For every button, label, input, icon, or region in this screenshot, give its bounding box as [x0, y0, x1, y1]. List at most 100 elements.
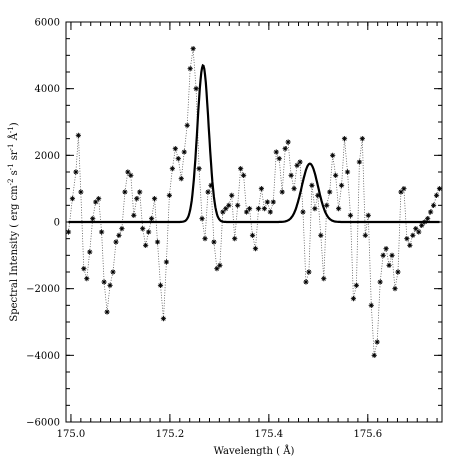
- data-point: [151, 196, 158, 202]
- data-point: [336, 206, 342, 212]
- data-point: [128, 172, 134, 178]
- data-point: [69, 196, 76, 202]
- data-point: [353, 282, 360, 288]
- data-point: [226, 202, 232, 208]
- data-point: [410, 232, 416, 238]
- x-tick-label: 175.6: [353, 429, 382, 440]
- data-point: [374, 339, 380, 345]
- data-point: [288, 172, 294, 178]
- y-axis-label-main: Spectral Intensity ( erg cm: [9, 185, 20, 322]
- x-tick-label: 175.2: [156, 429, 185, 440]
- data-point: [220, 209, 226, 215]
- data-point: [119, 226, 125, 232]
- data-point: [407, 242, 413, 248]
- data-point: [279, 189, 285, 195]
- data-point: [428, 209, 434, 215]
- data-point: [297, 159, 303, 165]
- y-tick-label: −2000: [26, 284, 60, 295]
- data-point: [148, 216, 155, 222]
- data-point: [386, 262, 392, 268]
- data-point: [267, 209, 273, 215]
- data-point: [211, 239, 217, 245]
- data-point: [193, 86, 199, 92]
- data-point: [163, 259, 170, 265]
- data-point: [285, 139, 291, 145]
- data-point: [395, 269, 401, 275]
- data-point: [243, 209, 250, 215]
- data-point: [104, 309, 110, 315]
- data-point: [324, 202, 330, 208]
- data-point: [134, 196, 140, 202]
- data-point: [425, 216, 431, 222]
- data-point: [380, 252, 386, 258]
- data-point: [181, 149, 187, 155]
- data-point: [93, 199, 99, 205]
- data-point: [101, 279, 107, 285]
- data-point: [404, 236, 410, 242]
- x-axis-ticks: 175.0 175.2 175.4 175.6: [57, 22, 438, 440]
- data-point: [291, 186, 297, 192]
- data-point: [84, 276, 90, 282]
- data-point: [341, 136, 348, 142]
- x-axis-label: Wavelength ( Å): [214, 445, 295, 457]
- data-point: [318, 232, 324, 238]
- y-tick-label: 2000: [35, 151, 60, 162]
- y-axis-ticks: −6000 −4000 −2000 0 2000 4000 6000: [26, 18, 442, 429]
- data-point: [252, 246, 259, 252]
- data-point: [178, 176, 184, 182]
- data-point: [96, 196, 102, 202]
- data-point: [246, 206, 253, 212]
- y-tick-label: −6000: [26, 418, 60, 429]
- data-point: [264, 199, 270, 205]
- y-axis-label-unit-sr: sr: [9, 150, 20, 163]
- data-point: [303, 279, 309, 285]
- data-point: [187, 66, 193, 72]
- data-point: [140, 226, 146, 232]
- data-point: [172, 146, 178, 152]
- data-point: [371, 352, 377, 358]
- data-point: [81, 266, 87, 272]
- data-point: [157, 282, 164, 288]
- y-tick-label: −4000: [26, 351, 60, 362]
- data-point: [273, 149, 279, 155]
- data-point: [327, 189, 333, 195]
- y-axis-label-close: ): [9, 122, 20, 126]
- gaussian-fit: [68, 63, 440, 224]
- data-point: [430, 202, 437, 208]
- data-point: [217, 262, 223, 268]
- data-point: [75, 132, 81, 138]
- data-point: [362, 232, 368, 238]
- y-tick-label: 0: [54, 218, 60, 229]
- data-point: [321, 276, 327, 282]
- data-point: [160, 316, 167, 322]
- data-point: [229, 192, 235, 198]
- data-point: [258, 186, 265, 192]
- x-tick-label: 175.4: [255, 429, 284, 440]
- data-point: [276, 156, 282, 162]
- data-point: [184, 122, 190, 128]
- y-axis-label-unit-a: Å: [8, 132, 20, 143]
- data-point: [116, 232, 122, 238]
- data-point: [137, 189, 143, 195]
- y-axis-label-exp-4: -1: [7, 126, 15, 133]
- data-point: [214, 266, 220, 272]
- x-tick-label: 175.0: [57, 429, 86, 440]
- data-point: [392, 286, 398, 292]
- data-point: [205, 189, 211, 195]
- data-point: [175, 156, 181, 162]
- data-point: [202, 236, 208, 242]
- data-point: [169, 166, 175, 172]
- y-axis-label-exp-3: -1: [7, 143, 15, 150]
- data-point: [270, 199, 276, 205]
- data-point: [146, 229, 152, 235]
- data-point: [312, 206, 318, 212]
- data-point: [110, 269, 116, 275]
- y-axis-label-exp-2: -1: [7, 163, 15, 170]
- data-point: [125, 169, 131, 175]
- data-point: [235, 202, 241, 208]
- data-point: [122, 189, 128, 195]
- data-point: [113, 239, 119, 245]
- data-point: [389, 252, 395, 258]
- data-point: [282, 146, 288, 152]
- data-point: [166, 192, 172, 198]
